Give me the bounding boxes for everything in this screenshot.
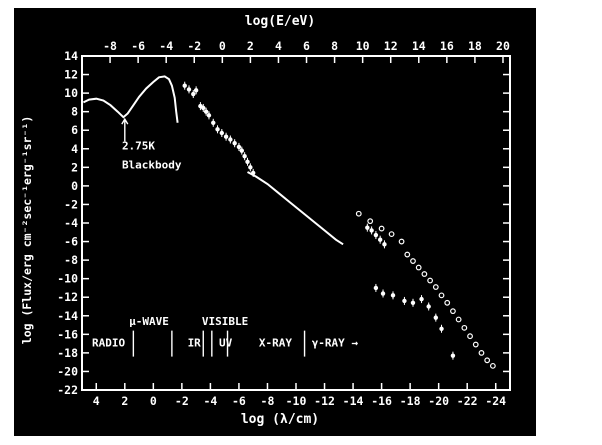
top-tick-label: 12: [384, 39, 398, 53]
x-axis-ticks: 4 2 0 -2 -4 -6 -8 -10 -12 -14 -16 -18 -20 -22 -24: [93, 383, 506, 408]
data-point-open: [489, 362, 496, 369]
series-line: [247, 171, 344, 246]
x-tick-label: 2: [121, 394, 128, 408]
data-point-open: [455, 316, 462, 323]
data-point-open: [450, 308, 456, 315]
x-tick-label: 4: [93, 394, 100, 408]
band-label: UV: [219, 336, 233, 349]
data-point-open: [484, 357, 491, 364]
data-point-open: [444, 299, 451, 306]
data-point-open: [367, 218, 374, 225]
data-point-open: [461, 324, 468, 331]
y-tick-label: 6: [71, 123, 78, 137]
x-tick-label: -16: [371, 394, 392, 408]
data-point-open: [398, 238, 405, 245]
top-tick-label: 6: [303, 39, 310, 53]
top-tick-label: -6: [131, 39, 145, 53]
y-tick-label: -10: [57, 272, 78, 286]
top-tick-label: 10: [356, 39, 370, 53]
y-axis-title: log (Flux/erg cm⁻²sec⁻¹erg⁻¹sr⁻¹): [20, 116, 34, 344]
x-tick-label: -24: [485, 394, 506, 408]
series-line: [82, 75, 179, 123]
x-tick-label: -8: [261, 394, 275, 408]
x-tick-label: -10: [286, 394, 307, 408]
blackbody-label: Blackbody: [122, 158, 182, 171]
x-tick-label: -14: [343, 394, 364, 408]
data-point-open: [472, 341, 479, 348]
y-tick-label: -6: [64, 235, 78, 249]
data-point-open: [388, 231, 395, 238]
top-axis-title: log(E/eV): [245, 14, 315, 29]
data-point-open: [378, 225, 385, 232]
x-tick-label: -12: [314, 394, 335, 408]
top-axis-ticks: -8 -6 -4 -2 0 2 4 6 8 10 12 14 16 18 20: [103, 39, 510, 63]
y-tick-label: -18: [57, 346, 78, 360]
x-tick-label: -2: [175, 394, 189, 408]
plot-frame: [81, 55, 511, 391]
y-tick-label: -4: [64, 216, 78, 230]
spectrum-chart: 4 2 0 -2 -4 -6 -8 -10 -12 -14 -16 -18 -20 -22 -24 -8 -6…: [20, 14, 511, 427]
band-label: X-RAY: [259, 336, 292, 349]
data-point-open: [415, 264, 422, 271]
data-point-open: [478, 349, 485, 356]
data-point-open: [427, 277, 434, 284]
y-tick-label: -16: [57, 327, 78, 341]
data-series: [82, 75, 496, 369]
y-tick-label: 4: [71, 142, 78, 156]
y-tick-label: 12: [64, 68, 78, 82]
plot-border: [81, 55, 511, 391]
y-tick-label: -14: [57, 309, 78, 323]
x-tick-label: 0: [150, 394, 157, 408]
y-tick-label: 8: [71, 105, 78, 119]
y-tick-label: -20: [57, 364, 78, 378]
top-tick-label: 18: [468, 39, 482, 53]
data-point-open: [355, 210, 362, 217]
band-label: γ-RAY →: [312, 336, 359, 349]
data-point-open: [421, 271, 428, 277]
y-tick-label: -12: [57, 290, 78, 304]
data-point-open: [432, 284, 439, 290]
y-tick-label: -8: [64, 253, 78, 267]
x-tick-label: -18: [400, 394, 421, 408]
x-tick-label: -4: [203, 394, 217, 408]
y-tick-label: 0: [71, 179, 78, 193]
top-tick-label: 14: [412, 39, 426, 53]
data-point-open: [467, 333, 473, 340]
blackbody-label: 2.75K: [122, 140, 155, 153]
top-tick-label: 2: [247, 39, 254, 53]
top-tick-label: 4: [275, 39, 282, 53]
top-tick-label: -2: [187, 39, 201, 53]
chart-container: 4 2 0 -2 -4 -6 -8 -10 -12 -14 -16 -18 -20 -22 -24 -8 -6…: [14, 8, 536, 436]
x-axis-title: log (λ/cm): [241, 412, 319, 427]
data-point-open: [410, 258, 416, 264]
data-point-open: [438, 292, 445, 299]
y-tick-label: -22: [57, 383, 78, 397]
band-label: IR: [188, 336, 202, 349]
x-tick-label: -6: [232, 394, 246, 408]
y-axis-ticks: 14 12 10 8 6 4 2 0 -2 -4 -6 -8 -10 -12 -14 -16 -18 -20 -22: [57, 49, 510, 397]
x-tick-label: -22: [457, 394, 478, 408]
x-tick-label: -20: [428, 394, 449, 408]
y-tick-label: 14: [64, 49, 78, 63]
y-tick-label: -2: [64, 197, 78, 211]
blackbody-arrowhead: [121, 117, 129, 125]
top-tick-label: -8: [103, 39, 117, 53]
top-tick-label: 20: [496, 39, 510, 53]
top-tick-label: 8: [331, 39, 338, 53]
band-label: μ-WAVE: [129, 315, 169, 328]
y-tick-label: 10: [64, 86, 78, 100]
top-tick-label: 0: [219, 39, 226, 53]
data-point-open: [404, 251, 411, 258]
band-label: RADIO: [92, 336, 125, 349]
top-tick-label: 16: [440, 39, 454, 53]
y-tick-label: 2: [71, 160, 78, 174]
band-label: VISIBLE: [202, 315, 248, 328]
top-tick-label: -4: [159, 39, 173, 53]
